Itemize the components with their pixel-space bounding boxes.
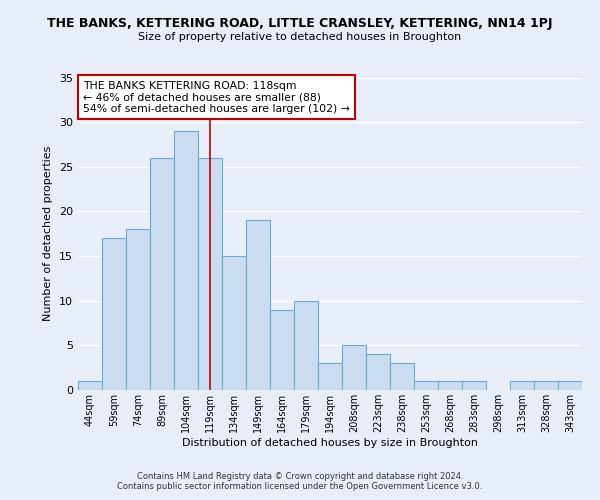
Text: THE BANKS, KETTERING ROAD, LITTLE CRANSLEY, KETTERING, NN14 1PJ: THE BANKS, KETTERING ROAD, LITTLE CRANSL… (47, 18, 553, 30)
Bar (510, 381, 534, 390)
Bar (414, 381, 438, 390)
Bar (150, 158, 174, 390)
Text: Contains HM Land Registry data © Crown copyright and database right 2024.: Contains HM Land Registry data © Crown c… (137, 472, 463, 481)
Text: THE BANKS KETTERING ROAD: 118sqm
← 46% of detached houses are smaller (88)
54% o: THE BANKS KETTERING ROAD: 118sqm ← 46% o… (83, 80, 350, 114)
Bar (342, 346, 366, 390)
X-axis label: Distribution of detached houses by size in Broughton: Distribution of detached houses by size … (182, 438, 478, 448)
Bar (318, 363, 342, 390)
Bar (270, 310, 294, 390)
Text: Size of property relative to detached houses in Broughton: Size of property relative to detached ho… (139, 32, 461, 42)
Text: Contains public sector information licensed under the Open Government Licence v3: Contains public sector information licen… (118, 482, 482, 491)
Bar (390, 363, 414, 390)
Bar (294, 300, 318, 390)
Bar (198, 158, 222, 390)
Bar (78, 381, 102, 390)
Bar (246, 220, 270, 390)
Bar (102, 238, 126, 390)
Bar (366, 354, 390, 390)
Bar (126, 230, 150, 390)
Bar (462, 381, 486, 390)
Bar (438, 381, 462, 390)
Bar (174, 131, 198, 390)
Bar (558, 381, 582, 390)
Bar (534, 381, 558, 390)
Bar (222, 256, 246, 390)
Y-axis label: Number of detached properties: Number of detached properties (43, 146, 53, 322)
